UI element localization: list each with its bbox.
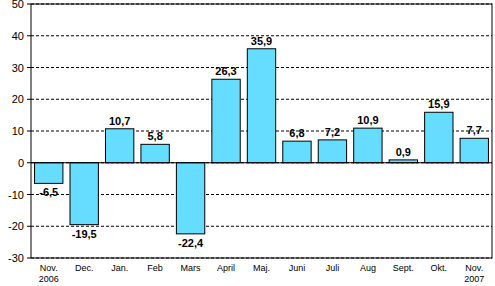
- x-tick-label: Aug: [360, 263, 376, 273]
- x-tick-label: Nov.2007: [464, 263, 484, 284]
- x-tick-label: Dec.: [75, 263, 94, 273]
- y-tick-label: -20: [8, 220, 24, 232]
- bar: [283, 141, 311, 163]
- data-label: -19,5: [72, 228, 97, 240]
- y-tick: [27, 162, 31, 163]
- x-tick-label: Nov.2006: [39, 263, 59, 284]
- y-tick: [27, 131, 31, 132]
- y-tick: [27, 194, 31, 195]
- y-tick-label: 50: [12, 0, 24, 10]
- plot-frame: [31, 4, 492, 258]
- data-label: 10,9: [357, 114, 378, 126]
- x-tick-label: Juli: [326, 263, 340, 273]
- data-label: -22,4: [178, 237, 204, 249]
- data-label: -6,5: [39, 186, 58, 198]
- bar: [70, 163, 98, 225]
- data-label: 15,9: [428, 98, 449, 110]
- x-tick-label: Juni: [289, 263, 306, 273]
- bar: [212, 79, 240, 163]
- x-tick-label: Sept.: [393, 263, 414, 273]
- data-label: 6,8: [289, 127, 304, 139]
- bars: [35, 49, 489, 234]
- x-tick-label: April: [217, 263, 235, 273]
- y-tick: [27, 35, 31, 36]
- grid-line: [31, 162, 492, 163]
- data-label: 7,7: [467, 124, 482, 136]
- y-tick-label: -10: [8, 189, 24, 201]
- bar: [460, 138, 488, 162]
- x-tick-label: Jan.: [111, 263, 128, 273]
- data-label: 7,2: [325, 126, 340, 138]
- data-label: 0,9: [396, 146, 411, 158]
- data-label: 5,8: [147, 130, 162, 142]
- bar: [354, 128, 382, 163]
- x-tick-label: Mars: [181, 263, 201, 273]
- bar: [425, 112, 453, 162]
- bar: [105, 129, 133, 163]
- y-tick-label: 40: [12, 30, 24, 42]
- data-label: 35,9: [251, 35, 272, 47]
- x-tick-label: Feb: [147, 263, 163, 273]
- y-tick: [27, 99, 31, 100]
- grid-line: [31, 226, 492, 227]
- bar: [247, 49, 275, 163]
- data-label: 26,3: [215, 65, 236, 77]
- grid-line: [31, 194, 492, 195]
- bar: [318, 140, 346, 163]
- chart: -30 -20 -10 0 10 20 30 40 50 -6,5 -19,5 10,7 5,8 -22,…: [0, 0, 495, 286]
- y-tick-label: 20: [12, 93, 24, 105]
- y-tick: [27, 4, 31, 5]
- x-tick-label: Okt.: [431, 263, 448, 273]
- bar: [141, 144, 169, 162]
- zero-line: [31, 162, 492, 163]
- bar: [35, 163, 63, 184]
- y-tick: [27, 258, 31, 259]
- y-tick-label: 30: [12, 62, 24, 74]
- chart-container: -30 -20 -10 0 10 20 30 40 50 -6,5 -19,5 10,7 5,8 -22,…: [0, 0, 495, 286]
- y-tick-label: 0: [18, 157, 24, 169]
- x-tick-label: Maj.: [253, 263, 270, 273]
- y-tick: [27, 67, 31, 68]
- y-tick: [27, 226, 31, 227]
- bar: [176, 163, 204, 234]
- y-tick-label: 10: [12, 125, 24, 137]
- data-label: 10,7: [109, 115, 130, 127]
- y-tick-label: -30: [8, 252, 24, 264]
